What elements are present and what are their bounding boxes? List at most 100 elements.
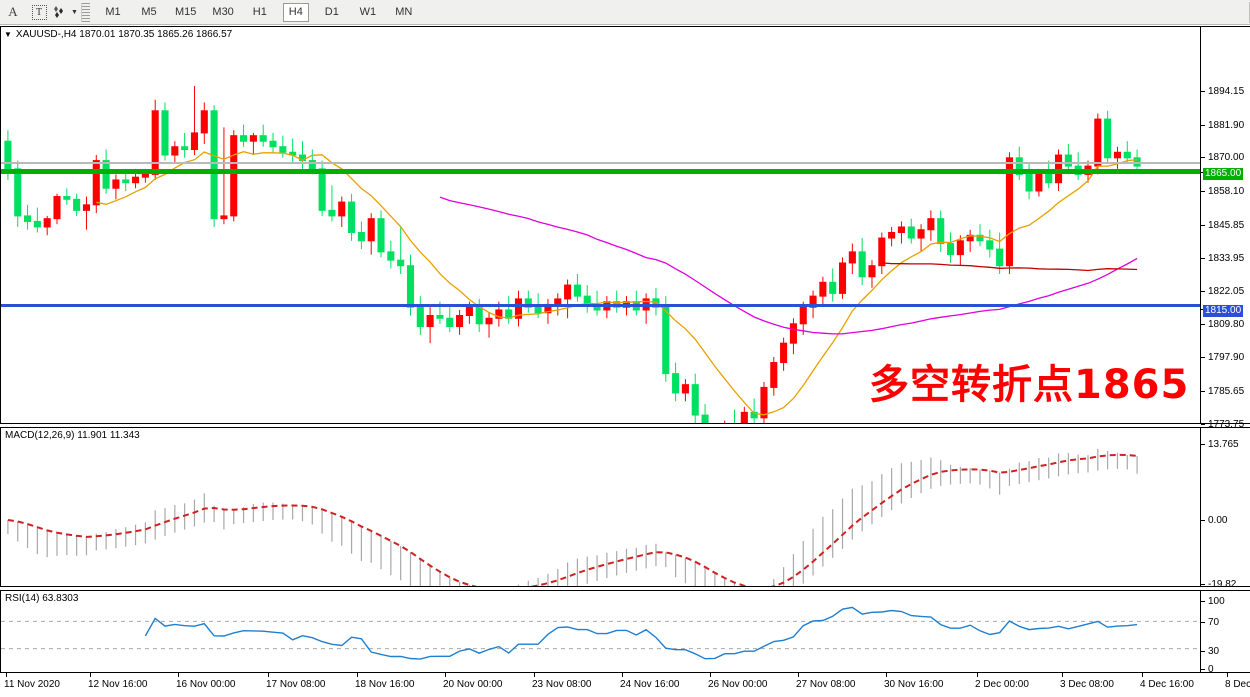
rsi-axis[interactable]: 100 70 30 0: [1201, 590, 1250, 675]
time-axis-tick: [90, 673, 91, 677]
time-axis-tick: [445, 673, 446, 677]
price-axis-label: 1858.10: [1208, 186, 1245, 197]
time-axis-label: 2 Dec 00:00: [975, 679, 1029, 690]
timeframe-label: H1: [252, 6, 267, 18]
chart-annotation-text: 多空转折点1865: [869, 362, 1190, 408]
chart-frame: ▼ XAUUSD-,H4 1870.01 1870.35 1865.26 186…: [0, 25, 1250, 697]
resistance-line-1865: [1, 169, 1200, 174]
timeframe-button-m1[interactable]: M1: [100, 3, 126, 22]
macd-axis-tick: [1201, 444, 1205, 445]
time-axis-tick: [1062, 673, 1063, 677]
time-axis-label: 17 Nov 08:00: [266, 679, 326, 690]
objects-dropdown-icon[interactable]: ▼: [52, 1, 78, 24]
collapse-triangle-icon[interactable]: ▼: [4, 30, 12, 39]
timeframe-label: M1: [105, 6, 121, 18]
timeframe-button-m15[interactable]: M15: [172, 3, 199, 22]
macd-header: MACD(12,26,9) 11.901 11.343: [5, 430, 140, 441]
symbol-period-label: XAUUSD-,H4 1870.01 1870.35 1865.26 1866.…: [15, 29, 233, 40]
price-axis-label: 1894.15: [1208, 86, 1245, 97]
price-axis-tick: [1201, 391, 1205, 392]
gray-level-line: [1, 162, 1200, 164]
price-axis-label: 1822.05: [1208, 286, 1245, 297]
rsi-axis-tick: [1201, 622, 1205, 623]
rsi-axis-tick: [1201, 669, 1205, 670]
toolbar-grip-handle[interactable]: [81, 2, 90, 22]
macd-axis-tick: [1201, 520, 1205, 521]
price-axis-label: 1785.65: [1208, 386, 1245, 397]
time-axis-tick: [534, 673, 535, 677]
font-letter-a-glyph: A: [8, 4, 18, 19]
timeframe-label: M5: [141, 6, 157, 18]
price-axis-tick: [1201, 291, 1205, 292]
price-axis-label: 1870.00: [1208, 152, 1245, 163]
timeframe-label: M30: [212, 6, 234, 18]
macd-axis-label: -19.82: [1208, 579, 1237, 590]
time-axis[interactable]: 11 Nov 2020 12 Nov 16:00 16 Nov 00:00 17 No…: [0, 673, 1250, 697]
rsi-axis-label: 0: [1208, 664, 1214, 675]
time-axis-tick: [798, 673, 799, 677]
time-axis-label: 27 Nov 08:00: [796, 679, 856, 690]
price-axis-tick: [1201, 424, 1205, 425]
price-axis-tick: [1201, 258, 1205, 259]
time-axis-tick: [178, 673, 179, 677]
price-header: ▼ XAUUSD-,H4 1870.01 1870.35 1865.26 186…: [4, 29, 232, 40]
price-axis-tick: [1201, 225, 1205, 226]
time-axis-label: 24 Nov 16:00: [620, 679, 680, 690]
price-chart-panel[interactable]: ▼ XAUUSD-,H4 1870.01 1870.35 1865.26 186…: [0, 26, 1201, 447]
rsi-axis-label: 70: [1208, 617, 1220, 628]
timeframe-label: H4: [288, 6, 303, 18]
price-axis-tick: [1201, 357, 1205, 358]
timeframe-label: M15: [175, 6, 197, 18]
rsi-indicator-panel[interactable]: RSI(14) 63.8303: [0, 590, 1201, 673]
time-axis-label: 12 Nov 16:00: [88, 679, 148, 690]
price-axis-label: 1865.00: [1203, 168, 1244, 180]
time-axis-tick: [268, 673, 269, 677]
text-label-icon[interactable]: T: [26, 1, 52, 24]
objects-glyph: [54, 6, 64, 18]
time-axis-tick: [6, 673, 7, 677]
candlestick-series: [4, 85, 1141, 423]
time-axis-label: 18 Nov 16:00: [355, 679, 415, 690]
chevron-down-icon[interactable]: ▼: [71, 8, 78, 16]
time-axis-tick: [710, 673, 711, 677]
rsi-axis-tick: [1201, 601, 1205, 602]
time-axis-label: 20 Nov 00:00: [443, 679, 503, 690]
timeframe-button-h1[interactable]: H1: [247, 3, 273, 22]
price-axis-label: 1881.90: [1208, 120, 1245, 131]
rsi-header: RSI(14) 63.8303: [5, 593, 79, 604]
macd-series: [7, 448, 1138, 586]
time-axis-label: 3 Dec 08:00: [1060, 679, 1114, 690]
text-label-glyph: T: [31, 4, 47, 20]
rsi-series: [1, 606, 1200, 660]
timeframe-button-m30[interactable]: M30: [209, 3, 236, 22]
timeframe-label: MN: [395, 6, 413, 18]
toolbar: A T ▼ M1 M5 M15 M30 H1 H4 D1 W1 MN: [0, 0, 1250, 25]
time-axis-label: 26 Nov 00:00: [708, 679, 768, 690]
timeframe-label: D1: [324, 6, 339, 18]
timeframe-button-w1[interactable]: W1: [355, 3, 381, 22]
font-letter-a-icon[interactable]: A: [0, 1, 26, 24]
timeframe-button-mn[interactable]: MN: [391, 3, 417, 22]
time-axis-tick: [357, 673, 358, 677]
time-axis-tick: [1227, 673, 1228, 677]
timeframe-button-m5[interactable]: M5: [136, 3, 162, 22]
macd-indicator-panel[interactable]: MACD(12,26,9) 11.901 11.343: [0, 427, 1201, 587]
time-axis-label: 4 Dec 16:00: [1140, 679, 1194, 690]
price-axis-tick: [1201, 125, 1205, 126]
time-axis-label: 16 Nov 00:00: [176, 679, 236, 690]
rsi-axis-label: 30: [1208, 646, 1220, 657]
price-axis-label: 1815.00: [1203, 305, 1244, 317]
timeframe-button-d1[interactable]: D1: [319, 3, 345, 22]
price-axis[interactable]: 1894.15 1881.90 1870.00 1865.00 1858.10 1845.…: [1201, 26, 1250, 463]
price-axis-tick: [1201, 91, 1205, 92]
time-axis-tick: [977, 673, 978, 677]
price-axis-label: 1833.95: [1208, 253, 1245, 264]
macd-axis[interactable]: 13.765 0.00 -19.82: [1201, 427, 1250, 590]
timeframe-button-h4[interactable]: H4: [282, 2, 309, 22]
price-axis-label: 1809.80: [1208, 319, 1245, 330]
price-axis-label: 1797.90: [1208, 352, 1245, 363]
time-axis-label: 30 Nov 16:00: [884, 679, 944, 690]
price-axis-label: 1773.75: [1208, 419, 1245, 430]
time-axis-label: 11 Nov 2020: [4, 679, 60, 690]
